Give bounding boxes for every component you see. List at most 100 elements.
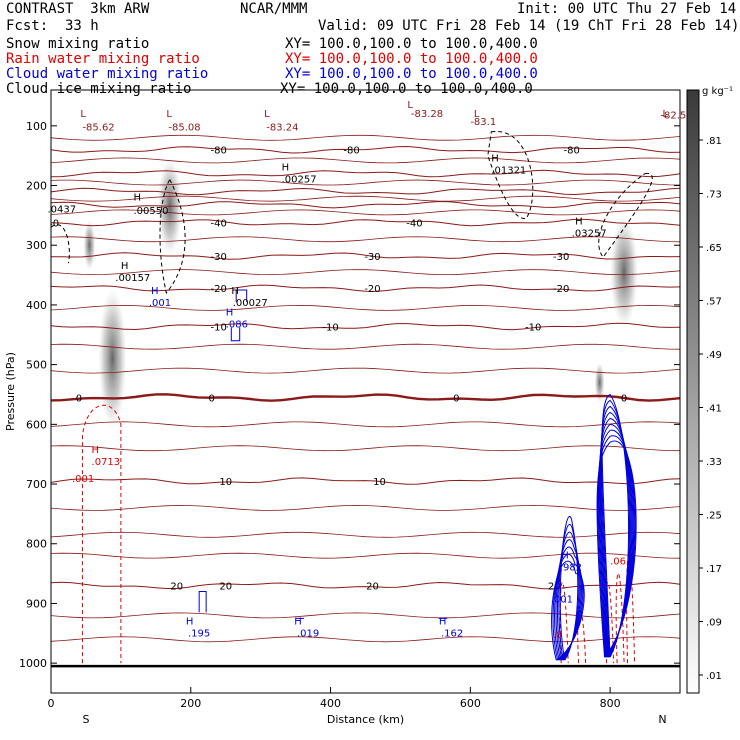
annotation-label: .086 <box>226 320 248 331</box>
dashed-contour <box>51 224 70 264</box>
annotation-label: H <box>92 445 100 456</box>
contour-label: -20 <box>211 284 227 295</box>
temperature-contour <box>51 252 680 260</box>
annotation-label: .0713 <box>92 457 121 468</box>
contour-label: 0 <box>621 393 627 404</box>
cloud-water-contour <box>552 553 584 661</box>
temperature-contours: -80 -80 -80 -40 -40 -40 -30 -30 -30 -20 -20 -20 -10 -… <box>43 134 680 668</box>
annotation-label: .00257 <box>282 175 317 186</box>
temperature-contour-minor <box>51 236 680 243</box>
colorbar-tick-label: .41 <box>706 404 722 415</box>
annotation-label: -83.1 <box>470 117 496 128</box>
annotation-label: -82.5 <box>660 111 686 122</box>
x-axis-label: Distance (km) <box>327 713 404 726</box>
annotation-label: H <box>231 286 239 297</box>
annotation-label: .162 <box>441 628 463 639</box>
dashed-contour <box>577 608 587 664</box>
annotation-label: L <box>264 109 270 120</box>
field-snow-name: Snow mixing ratio <box>6 36 150 52</box>
temperature-contour-minor <box>51 612 680 619</box>
field-cloudice-xy: XY= 100.0,100.0 to 100.0,400.0 <box>280 81 533 97</box>
temperature-contour <box>51 477 680 485</box>
temperature-contour-minor <box>51 304 680 311</box>
y-tick-label: 300 <box>26 239 47 252</box>
colorbar-tick-label: .65 <box>706 243 722 254</box>
temperature-contour-minor <box>51 367 680 374</box>
contour-label: -10 <box>322 322 338 333</box>
annotation-label: L <box>474 109 480 120</box>
y-tick-label: 800 <box>26 538 47 551</box>
center-title: NCAR/MMM <box>240 1 308 17</box>
annotation-label: H <box>226 308 234 319</box>
header: CONTRAST 3km ARW NCAR/MMM Init: 00 UTC T… <box>0 0 740 100</box>
colorbar-tick-label: .49 <box>706 350 722 361</box>
contour-label: -30 <box>553 252 569 263</box>
temperature-contour-minor <box>51 179 680 186</box>
colorbar-tick-label: .17 <box>706 564 722 575</box>
cloud-water-contour <box>559 516 579 661</box>
cloud-water-contour <box>554 546 583 661</box>
cloud-water-contour <box>599 417 633 658</box>
contour-label: -40 <box>43 219 59 230</box>
temperature-contour <box>51 200 680 209</box>
annotation-label: L <box>407 100 413 111</box>
cloud-water-contour <box>597 429 635 658</box>
south-label: S <box>82 713 89 726</box>
contour-label: -20 <box>364 284 380 295</box>
annotation-label: H <box>133 192 141 203</box>
annotation-label: .195 <box>188 628 210 639</box>
temperature-contour <box>51 145 680 154</box>
temperature-contour-minor <box>51 157 680 164</box>
y-tick-label: 400 <box>26 299 47 312</box>
annotation-label: -83.24 <box>266 123 298 134</box>
north-label: N <box>658 713 666 726</box>
field-rain-name: Rain water mixing ratio <box>6 51 200 67</box>
annotation-label: H <box>491 154 499 165</box>
field-rain-xy: XY= 100.0,100.0 to 100.0,400.0 <box>285 51 538 67</box>
y-tick-label: 600 <box>26 418 47 431</box>
annotation-label: H <box>282 163 290 174</box>
shading-blob <box>610 217 639 328</box>
colorbar-tick-label: .01 <box>706 671 722 682</box>
annotation-label: -85.08 <box>168 123 200 134</box>
colorbar-tick-label: .57 <box>706 297 722 308</box>
y-tick-label: 700 <box>26 478 47 491</box>
contour-label: 0 <box>453 393 459 404</box>
cloud-water-contour <box>555 539 582 661</box>
cloud-water-contour <box>599 411 632 658</box>
contour-label: 10 <box>219 477 232 488</box>
contour-label: 10 <box>373 477 386 488</box>
contour-label: -80 <box>211 146 227 157</box>
contour-label: -20 <box>553 284 569 295</box>
temperature-contour-minor <box>51 195 680 202</box>
temperature-contour-minor <box>51 209 680 216</box>
cloud-water-contours <box>198 289 637 661</box>
contour-label: -80 <box>564 146 580 157</box>
x-tick-label: 0 <box>48 697 55 710</box>
cloud-water-contour <box>235 289 248 302</box>
temperature-contour-minor <box>51 269 680 276</box>
temperature-contour-minor <box>51 421 680 428</box>
model-title: CONTRAST 3km ARW <box>6 1 150 17</box>
temperature-contour-minor <box>51 531 680 538</box>
contour-label: -30 <box>364 252 380 263</box>
cloud-water-contour <box>601 393 630 658</box>
annotation-label: H <box>151 286 159 297</box>
fcst-value: 33 h <box>65 18 99 34</box>
annotation-label: L <box>166 109 172 120</box>
annotation-label: H <box>294 616 302 627</box>
annotation-label: H <box>439 616 447 627</box>
plot-frame <box>50 89 681 694</box>
annotation-label: H <box>575 216 583 227</box>
y-tick-label: 900 <box>26 597 47 610</box>
cloud-water-contour <box>600 405 631 658</box>
x-tick-label: 400 <box>320 697 341 710</box>
x-tick-label: 200 <box>180 697 201 710</box>
cloud-water-contour <box>198 591 207 613</box>
shading-blob <box>83 220 96 271</box>
colorbar-ramp <box>686 89 700 694</box>
temperature-contour-minor <box>51 134 680 141</box>
annotation-label: H <box>561 551 569 562</box>
contour-label: 20 <box>219 582 232 593</box>
